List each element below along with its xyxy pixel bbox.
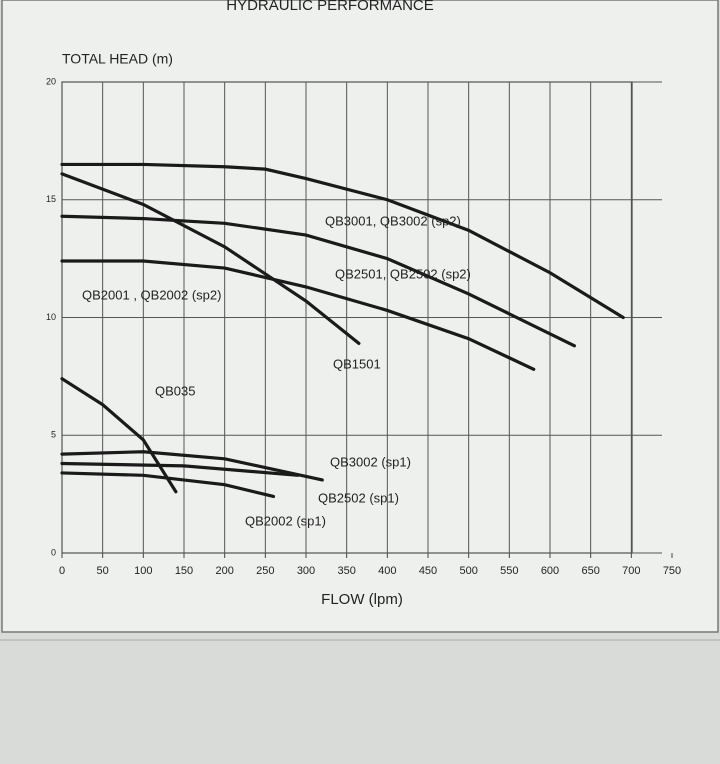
x-tick-label: 550 <box>500 565 518 577</box>
x-tick-label: 100 <box>134 565 152 577</box>
x-tick-label: 600 <box>541 565 559 577</box>
curve <box>60 214 576 348</box>
x-tick-label: 700 <box>622 565 640 577</box>
curve-label: QB2001 , QB2002 (sp2) <box>82 287 221 302</box>
y-tick-label: 20 <box>46 76 56 86</box>
x-axis-label: FLOW (lpm) <box>321 591 403 608</box>
curve <box>60 162 625 320</box>
curve <box>60 450 324 482</box>
plot: 0 50 100 150 200 250 300 350 400 450 500 550 600 650 7… <box>46 76 681 577</box>
x-tick-label: 750 <box>663 565 681 577</box>
y-tick-label: 5 <box>51 430 56 440</box>
x-tick-label: 50 <box>97 565 109 577</box>
x-tick-label: 150 <box>175 565 193 577</box>
x-tick-label: 400 <box>378 565 396 577</box>
curve-label: QB3002 (sp1) <box>330 454 411 469</box>
x-tick-label: 300 <box>297 565 315 577</box>
x-tick-label: 650 <box>581 565 599 577</box>
curve-label: QB2502 (sp1) <box>318 490 399 505</box>
curve-label: QB2501, QB2502 (sp2) <box>335 266 471 281</box>
x-tick-label: 200 <box>215 565 233 577</box>
curve <box>60 259 536 371</box>
curve <box>60 471 276 499</box>
y-axis-label: TOTAL HEAD (m) <box>62 51 173 67</box>
curve-label: QB2002 (sp1) <box>245 513 326 528</box>
curve-label: QB1501 <box>333 356 381 371</box>
panel <box>1 0 719 633</box>
x-tick-label: 250 <box>256 565 274 577</box>
x-tick-label: 350 <box>337 565 355 577</box>
y-tick-label: 0 <box>51 547 56 557</box>
curve <box>60 461 300 477</box>
y-tick-label: 10 <box>46 312 56 322</box>
x-tick-label: 0 <box>59 565 65 577</box>
curve-label: QB035 <box>155 383 195 398</box>
chart-title: HYDRAULIC PERFORMANCE <box>226 0 434 14</box>
y-tick-label: 15 <box>46 194 56 204</box>
x-tick-label: 450 <box>419 565 437 577</box>
x-tick-label: 500 <box>459 565 477 577</box>
curve-label: QB3001, QB3002 (sp2) <box>325 213 461 228</box>
curve <box>60 172 361 346</box>
